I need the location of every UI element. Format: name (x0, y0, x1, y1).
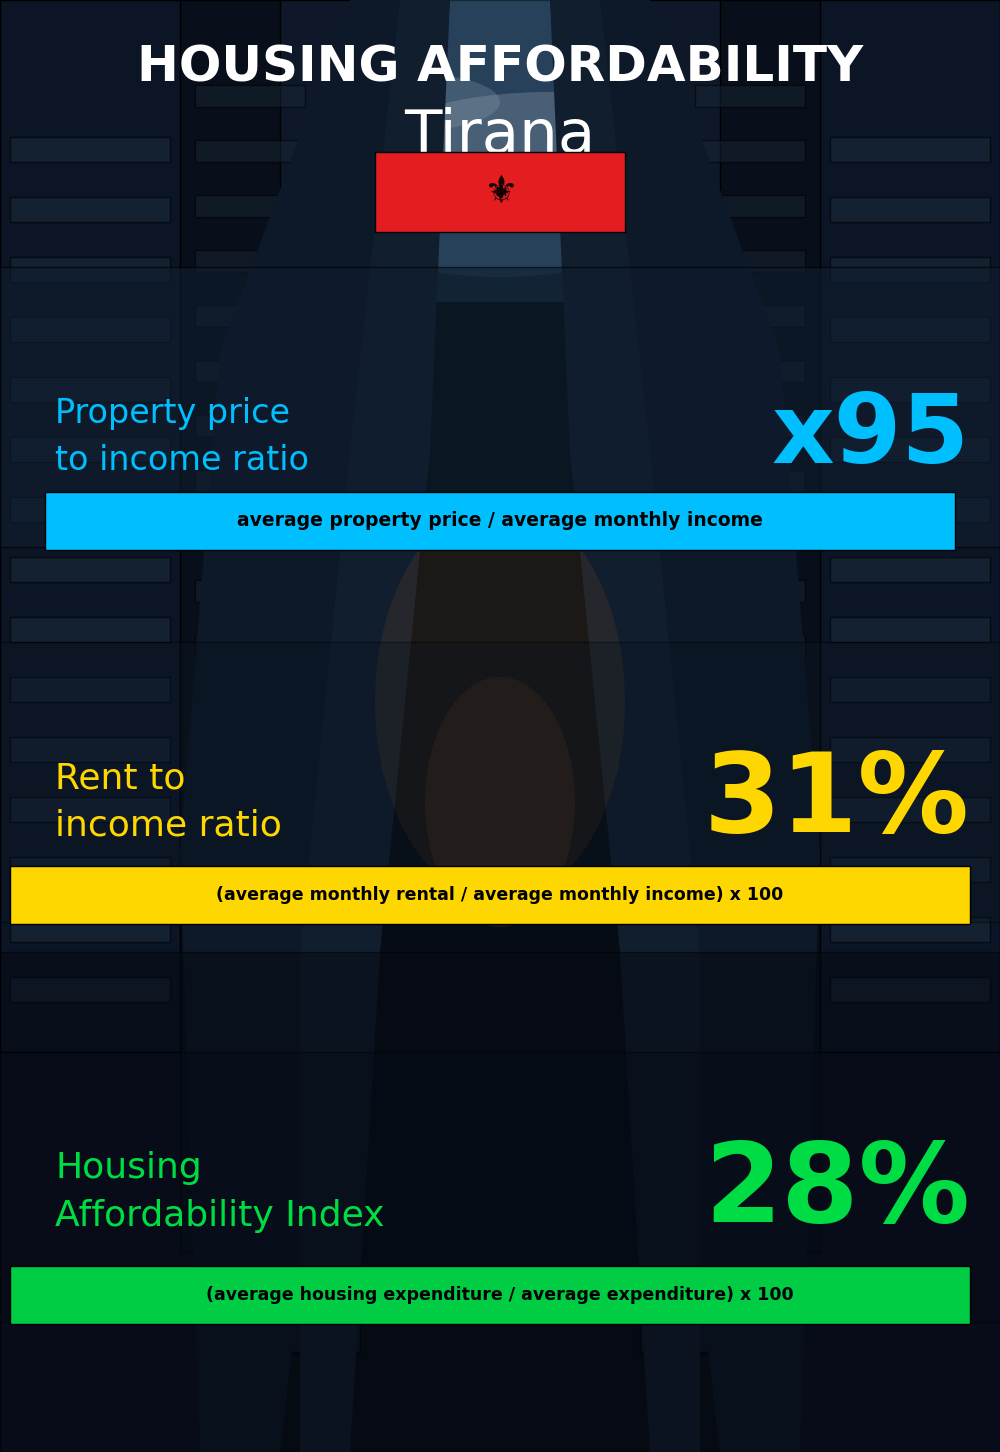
FancyBboxPatch shape (10, 558, 170, 582)
FancyBboxPatch shape (695, 360, 805, 382)
FancyBboxPatch shape (10, 797, 170, 822)
FancyBboxPatch shape (10, 677, 170, 701)
Text: Housing
Affordability Index: Housing Affordability Index (55, 1151, 384, 1233)
Polygon shape (550, 0, 820, 1452)
Ellipse shape (225, 0, 775, 277)
FancyBboxPatch shape (10, 738, 170, 762)
FancyBboxPatch shape (695, 855, 805, 877)
Polygon shape (680, 0, 1000, 1452)
FancyBboxPatch shape (375, 152, 625, 232)
FancyBboxPatch shape (195, 360, 305, 382)
Text: Property price
to income ratio: Property price to income ratio (55, 398, 309, 476)
FancyBboxPatch shape (830, 197, 990, 222)
FancyBboxPatch shape (280, 0, 360, 1352)
FancyBboxPatch shape (830, 378, 990, 402)
FancyBboxPatch shape (695, 579, 805, 603)
Text: 28%: 28% (704, 1138, 970, 1246)
Text: average property price / average monthly income: average property price / average monthly… (237, 511, 763, 530)
FancyBboxPatch shape (695, 1074, 805, 1098)
Ellipse shape (375, 502, 625, 902)
FancyBboxPatch shape (0, 642, 1000, 922)
FancyBboxPatch shape (830, 738, 990, 762)
FancyBboxPatch shape (10, 918, 170, 942)
FancyBboxPatch shape (695, 635, 805, 656)
FancyBboxPatch shape (195, 690, 305, 711)
FancyBboxPatch shape (10, 865, 970, 923)
FancyBboxPatch shape (195, 855, 305, 877)
FancyBboxPatch shape (195, 250, 305, 272)
Text: ✦: ✦ (488, 179, 512, 208)
FancyBboxPatch shape (195, 1019, 305, 1043)
FancyBboxPatch shape (695, 800, 805, 822)
FancyBboxPatch shape (0, 953, 1000, 1452)
FancyBboxPatch shape (250, 0, 750, 302)
FancyBboxPatch shape (830, 977, 990, 1002)
Text: Rent to
income ratio: Rent to income ratio (55, 761, 282, 842)
Polygon shape (550, 0, 700, 1452)
FancyBboxPatch shape (195, 1130, 305, 1151)
FancyBboxPatch shape (695, 415, 805, 437)
FancyBboxPatch shape (640, 0, 720, 1352)
FancyBboxPatch shape (10, 977, 170, 1002)
FancyBboxPatch shape (0, 1053, 1000, 1321)
FancyBboxPatch shape (10, 497, 170, 523)
FancyBboxPatch shape (10, 617, 170, 642)
FancyBboxPatch shape (195, 195, 305, 216)
FancyBboxPatch shape (695, 690, 805, 711)
FancyBboxPatch shape (830, 257, 990, 282)
Ellipse shape (300, 73, 500, 132)
FancyBboxPatch shape (10, 257, 170, 282)
FancyBboxPatch shape (830, 677, 990, 701)
Text: Tirana: Tirana (404, 107, 596, 167)
FancyBboxPatch shape (695, 195, 805, 216)
FancyBboxPatch shape (10, 857, 170, 881)
FancyBboxPatch shape (195, 415, 305, 437)
FancyBboxPatch shape (45, 492, 955, 550)
Text: 31%: 31% (704, 748, 970, 855)
FancyBboxPatch shape (0, 0, 200, 1053)
FancyBboxPatch shape (0, 267, 1000, 547)
Polygon shape (180, 0, 450, 1452)
Ellipse shape (400, 91, 700, 171)
Text: (average housing expenditure / average expenditure) x 100: (average housing expenditure / average e… (206, 1286, 794, 1304)
FancyBboxPatch shape (800, 0, 1000, 1053)
FancyBboxPatch shape (670, 0, 820, 1252)
Polygon shape (0, 0, 320, 1452)
FancyBboxPatch shape (830, 918, 990, 942)
FancyBboxPatch shape (695, 745, 805, 767)
FancyBboxPatch shape (10, 378, 170, 402)
FancyBboxPatch shape (195, 745, 305, 767)
FancyBboxPatch shape (195, 910, 305, 932)
FancyBboxPatch shape (695, 139, 805, 163)
FancyBboxPatch shape (830, 617, 990, 642)
FancyBboxPatch shape (695, 966, 805, 987)
Ellipse shape (425, 677, 575, 926)
FancyBboxPatch shape (695, 1019, 805, 1043)
Text: x95: x95 (772, 391, 970, 484)
FancyBboxPatch shape (695, 910, 805, 932)
FancyBboxPatch shape (180, 0, 330, 1252)
FancyBboxPatch shape (195, 305, 305, 327)
Text: (average monthly rental / average monthly income) x 100: (average monthly rental / average monthl… (216, 886, 784, 905)
FancyBboxPatch shape (10, 317, 170, 343)
FancyBboxPatch shape (695, 86, 805, 107)
Text: ⚜: ⚜ (483, 173, 517, 211)
FancyBboxPatch shape (830, 136, 990, 163)
FancyBboxPatch shape (695, 526, 805, 547)
FancyBboxPatch shape (10, 437, 170, 462)
FancyBboxPatch shape (195, 966, 305, 987)
FancyBboxPatch shape (10, 1266, 970, 1324)
FancyBboxPatch shape (695, 1130, 805, 1151)
Polygon shape (300, 0, 450, 1452)
FancyBboxPatch shape (695, 250, 805, 272)
FancyBboxPatch shape (10, 136, 170, 163)
FancyBboxPatch shape (195, 579, 305, 603)
FancyBboxPatch shape (195, 470, 305, 492)
FancyBboxPatch shape (195, 139, 305, 163)
FancyBboxPatch shape (830, 497, 990, 523)
FancyBboxPatch shape (195, 1074, 305, 1098)
FancyBboxPatch shape (195, 526, 305, 547)
FancyBboxPatch shape (830, 857, 990, 881)
FancyBboxPatch shape (830, 797, 990, 822)
